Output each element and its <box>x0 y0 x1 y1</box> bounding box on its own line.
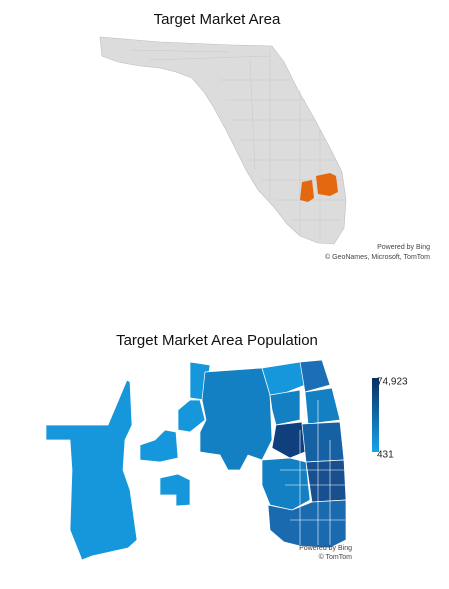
population-map <box>45 359 347 561</box>
map-attribution: Powered by Bing <box>377 244 430 251</box>
legend-min-label: 431 <box>377 450 394 461</box>
map-title: Target Market Area Population <box>116 332 318 349</box>
map-title: Target Market Area <box>154 11 281 28</box>
florida-map <box>99 36 347 245</box>
map-attribution: © TomTom <box>319 553 353 561</box>
legend-max-label: 74,923 <box>377 377 408 388</box>
map-attribution: © GeoNames, Microsoft, TomTom <box>325 253 430 261</box>
legend-color-scale <box>372 378 379 452</box>
map-attribution: Powered by Bing <box>299 545 352 552</box>
